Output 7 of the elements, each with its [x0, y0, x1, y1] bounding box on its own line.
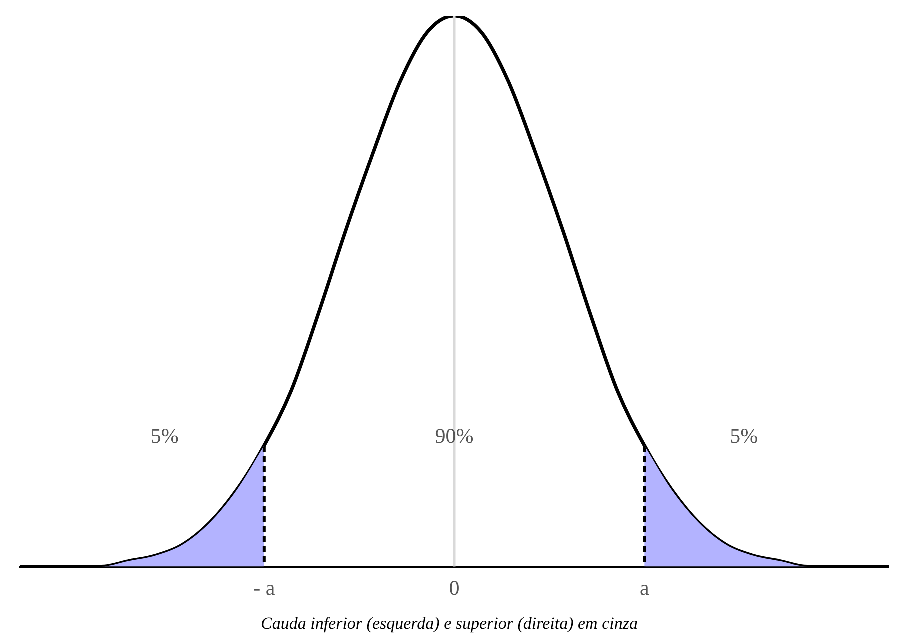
- x-tick-label: a: [640, 576, 650, 600]
- annotation: 5%: [150, 424, 179, 448]
- annotation: 5%: [730, 424, 758, 448]
- text: Cauda inferior (esquerda) e superior (direita) em cinza: [260, 614, 639, 634]
- x-tick-label: 0: [449, 576, 460, 600]
- annotation: 90%: [435, 424, 474, 448]
- x-tick-label: - a: [254, 576, 276, 600]
